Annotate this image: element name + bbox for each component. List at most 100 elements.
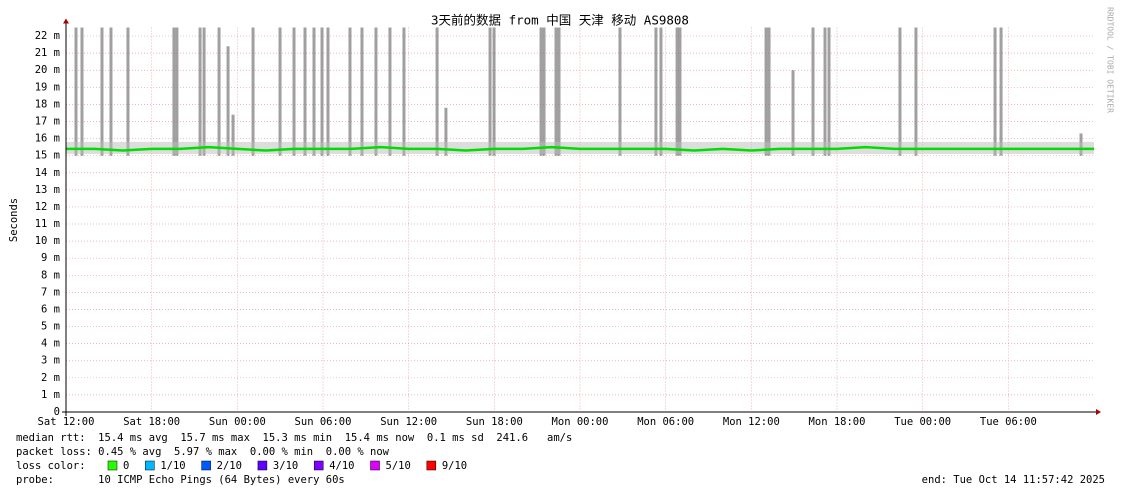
x-tick-label: Sun 00:00 (209, 416, 266, 428)
x-tick-label: Sun 18:00 (466, 416, 523, 428)
smoke-spike (557, 27, 561, 156)
smoke-spike (360, 27, 364, 156)
smoke-spike (654, 27, 658, 156)
y-tick-label: 0 (54, 406, 60, 418)
smoke-spike (898, 27, 902, 156)
x-tick-label: Tue 00:00 (894, 416, 951, 428)
smoke-spike (618, 27, 622, 156)
loss-color-label: 1/10 (160, 460, 185, 472)
x-tick-label: Mon 00:00 (552, 416, 609, 428)
x-tick-label: Mon 18:00 (809, 416, 866, 428)
stats-line: median rtt: 15.4 ms avg 15.7 ms max 15.3… (16, 432, 572, 444)
loss-label: loss color: (16, 460, 86, 472)
smoke-spike (80, 27, 84, 156)
x-tick-label: Mon 12:00 (723, 416, 780, 428)
x-tick-label: Sun 12:00 (380, 416, 437, 428)
y-tick-label: 9 m (41, 252, 60, 264)
smoke-spike (444, 107, 448, 156)
smoke-spike (492, 27, 496, 156)
smoke-spike (198, 27, 202, 156)
smoke-spike (811, 27, 815, 156)
smoke-spike (374, 27, 378, 156)
y-tick-label: 12 m (35, 201, 60, 213)
x-tick-label: Tue 06:00 (980, 416, 1037, 428)
smoke-spike (74, 27, 78, 156)
smoke-spike (303, 27, 307, 156)
y-tick-label: 8 m (41, 269, 60, 281)
x-tick-label: Mon 06:00 (637, 416, 694, 428)
loss-color-label: 5/10 (386, 460, 411, 472)
smoke-spike (109, 27, 113, 156)
smoke-spike (402, 27, 406, 156)
smoke-spike (823, 27, 827, 156)
smoke-spike (993, 27, 997, 156)
smoke-spike (388, 27, 392, 156)
y-tick-label: 20 m (35, 64, 60, 76)
smoke-spike (278, 27, 282, 156)
loss-swatch (107, 460, 118, 471)
y-axis-label: Seconds (8, 198, 20, 242)
smoke-spike (678, 27, 682, 156)
loss-swatch (313, 460, 324, 471)
watermark: RRDTOOL / TOBI OETIKER (1106, 7, 1115, 113)
smoke-spike (554, 27, 558, 156)
probe-text: probe: 10 ICMP Echo Pings (64 Bytes) eve… (16, 474, 345, 486)
y-tick-label: 21 m (35, 47, 60, 59)
y-tick-label: 4 m (41, 338, 60, 350)
y-tick-label: 7 m (41, 286, 60, 298)
y-tick-label: 10 m (35, 235, 60, 247)
smoke-spike (326, 27, 330, 156)
smoke-spike (914, 27, 918, 156)
smoke-spike (764, 27, 768, 156)
smoke-spike (435, 27, 439, 156)
chart-title: 3天前的数据 from 中国 天津 移动 AS9808 (431, 13, 689, 28)
smoke-spike (539, 27, 543, 156)
median-line (66, 145, 1094, 152)
y-tick-label: 11 m (35, 218, 60, 230)
loss-color-label: 2/10 (217, 460, 242, 472)
y-tick-label: 18 m (35, 98, 60, 110)
axis-arrow (63, 18, 69, 24)
y-tick-label: 15 m (35, 150, 60, 162)
loss-swatch (370, 460, 380, 471)
end-text: end: Tue Oct 14 11:57:42 2025 (922, 474, 1105, 486)
x-tick-label: Sat 12:00 (38, 416, 95, 428)
loss-swatch (426, 460, 437, 471)
smoke-spike (675, 27, 679, 156)
smoke-spike (767, 27, 771, 156)
smoke-spike (172, 27, 176, 156)
loss-color-label: 4/10 (329, 460, 354, 472)
loss-color-label: 9/10 (442, 460, 467, 472)
y-tick-label: 14 m (35, 167, 60, 179)
y-tick-label: 1 m (41, 389, 60, 401)
y-tick-label: 3 m (41, 355, 60, 367)
smoke-spike (320, 27, 324, 156)
y-tick-label: 13 m (35, 184, 60, 196)
smoke-spike (226, 46, 230, 156)
y-tick-label: 2 m (41, 372, 60, 384)
y-tick-label: 6 m (41, 303, 60, 315)
y-tick-label: 16 m (35, 133, 60, 145)
smoke-spike (659, 27, 663, 156)
x-tick-label: Sat 18:00 (123, 416, 180, 428)
loss-color-label: 0 (123, 460, 129, 472)
y-tick-label: 17 m (35, 115, 60, 127)
loss-swatch (145, 460, 155, 471)
loss-swatch (257, 460, 268, 471)
smoke-spike (217, 27, 221, 156)
stats-line: packet loss: 0.45 % avg 5.97 % max 0.00 … (16, 446, 390, 458)
y-tick-label: 19 m (35, 81, 60, 93)
loss-color-label: 3/10 (273, 460, 298, 472)
smoke-spike (231, 114, 235, 156)
y-tick-label: 22 m (35, 30, 60, 42)
smoke-spike (488, 27, 492, 156)
y-tick-label: 5 m (41, 321, 60, 333)
x-tick-label: Sun 06:00 (295, 416, 352, 428)
smoke-spike (999, 27, 1003, 156)
smoke-spike (126, 27, 130, 156)
smoke-spike (175, 27, 179, 156)
smoke-spike (348, 27, 352, 156)
smoke-spike (827, 27, 831, 156)
smoke-spike (312, 27, 316, 156)
smoke-spike (791, 70, 795, 156)
